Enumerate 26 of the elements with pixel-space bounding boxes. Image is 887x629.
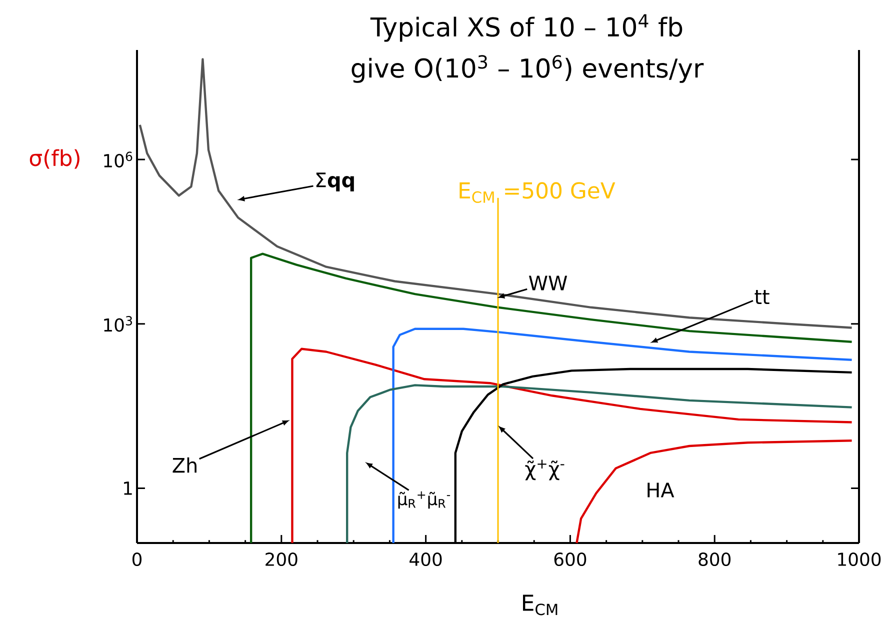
line-series [576,440,853,544]
chart-subtitle: give O(10$^{3}$ – 10$^{6}$) events/yr [352,55,704,83]
y-tick-label: 10$^{6}$ [104,152,132,168]
ref-line-label: E$_{CM}$ =500 GeV [460,182,616,203]
chart-title: Typical XS of 10 – 10$^{4}$ fb [370,14,682,42]
x-tick-label: 0 [132,552,142,566]
line-series [346,384,853,544]
y-tick-label: 1 [124,482,132,495]
annotation: χ̃$^{+}$χ̃$^{-}$ [525,460,564,480]
y-tick-label: 10$^{3}$ [104,316,132,332]
annotation: WW [528,276,568,290]
y-axis-title: σ(fb) [30,149,80,169]
line-series [291,348,853,544]
annotation: Σqq [316,172,354,192]
annotation: μ̃$_{R}$$^{+}$μ̃$_{R}$- [398,491,450,509]
x-axis-title: E$_{CM}$ [523,594,558,616]
annotation: Zh [172,457,196,473]
x-tick-label: 600 [554,552,586,566]
line-series [392,328,853,544]
x-tick-label: 1000 [838,552,881,566]
annotation: tt [754,290,770,304]
x-tick-label: 200 [266,552,298,566]
line-series [250,252,853,544]
x-tick-label: 400 [410,552,442,566]
x-tick-label: 800 [698,552,731,566]
annotation: HA [648,482,674,498]
